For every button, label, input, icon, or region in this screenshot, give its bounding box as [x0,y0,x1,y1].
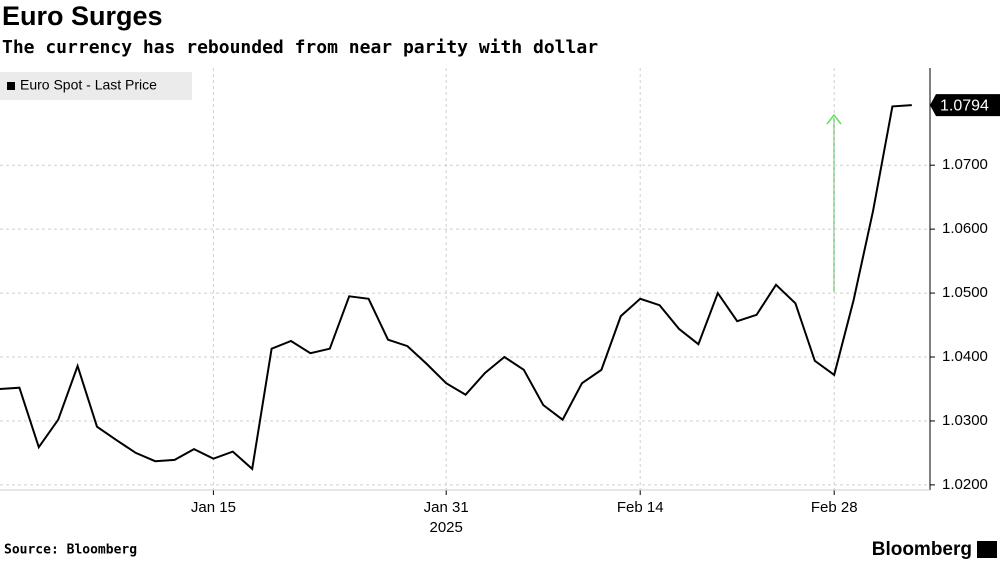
chart-subtitle: The currency has rebounded from near par… [2,37,598,58]
chart-title: Euro Surges [2,1,163,31]
x-tick-label: Feb 14 [617,499,664,516]
brand-icon [977,541,997,558]
legend-swatch [7,82,15,90]
y-tick-label: 1.0300 [942,412,988,429]
line [0,104,912,471]
x-tick-label: Feb 28 [811,499,858,516]
annotation-arrowhead [826,113,842,125]
legend-label: Euro Spot - Last Price [20,77,157,93]
source: Source: Bloomberg [4,543,137,558]
y-tick-label: 1.0600 [942,220,988,237]
x-tick-label: Jan 15 [191,499,236,516]
y-tick-label: 1.0400 [942,348,988,365]
y-tick-label: 1.0500 [942,284,988,301]
value-label-box [930,94,1000,117]
x-axis-label: 2025 [430,519,463,536]
legend-box [0,72,192,100]
y-tick-label: 1.0700 [942,156,988,173]
value-label: 1.0794 [940,97,989,114]
brand: Bloomberg [872,539,972,560]
x-tick-label: Jan 31 [424,499,469,516]
y-tick-label: 1.0200 [942,476,988,493]
